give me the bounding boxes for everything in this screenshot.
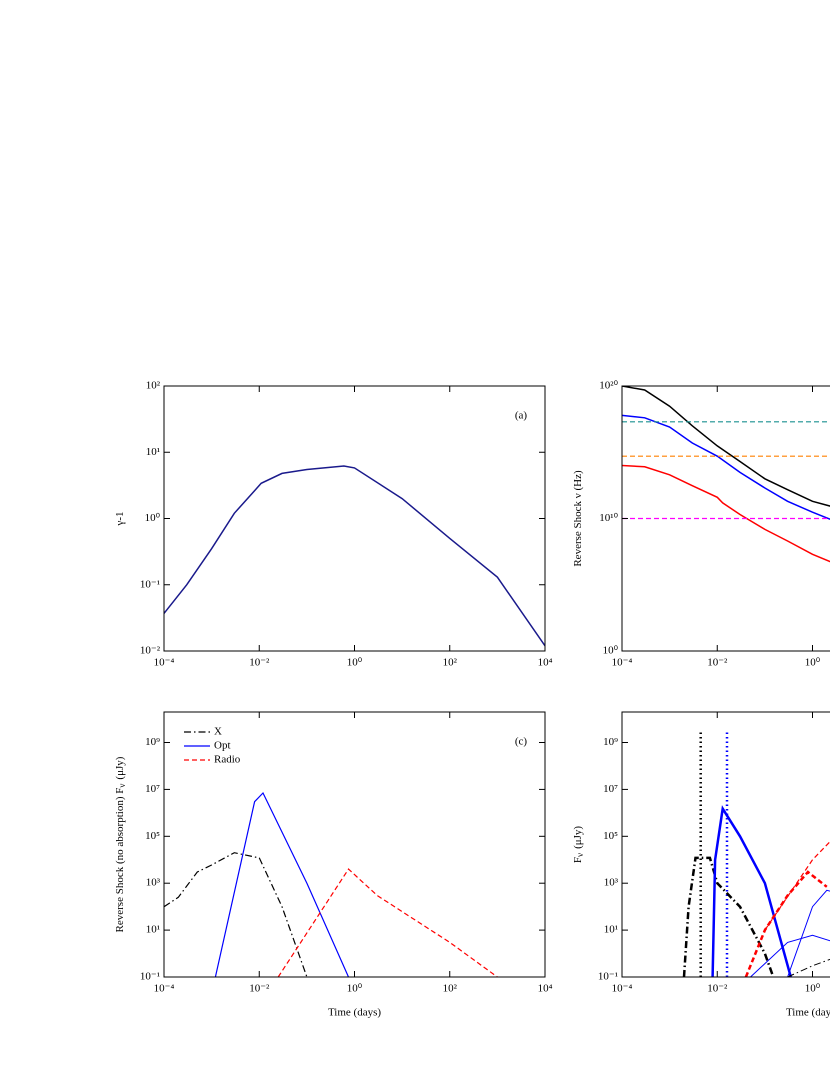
y-tick-label: 10⁵ bbox=[145, 830, 160, 842]
x-tick-label: 10⁰ bbox=[805, 657, 821, 669]
y-tick-label: 10⁹ bbox=[145, 736, 160, 748]
series-line bbox=[622, 386, 830, 507]
panel: 10⁻⁴ 10⁻² 10⁰ 10² 10⁴ 10⁻¹ 10¹ 10³ 10⁵ 10⁷ 10⁹ (c) T… bbox=[114, 711, 553, 1019]
y-tick-label: 10⁹ bbox=[603, 736, 618, 748]
y-tick-label: 10⁰ bbox=[603, 645, 619, 657]
y-tick-label: 10¹ bbox=[604, 924, 618, 936]
y-axis-title-text: Reverse Shock (no absorption) F bbox=[114, 788, 126, 933]
x-tick-label: 10⁻⁴ bbox=[612, 657, 633, 669]
y-tick-label: 10⁻¹ bbox=[140, 971, 160, 983]
panel-label: (a) bbox=[515, 410, 528, 422]
x-tick-label: 10⁻² bbox=[707, 983, 728, 995]
plot-frame bbox=[163, 385, 546, 652]
x-tick-label: 10² bbox=[443, 657, 458, 669]
y-axis-title-unit: (μJy) bbox=[572, 826, 584, 849]
panel: 10⁻⁴ 10⁻² 10⁰ 10⁰ 10¹⁰ 10²⁰ Reverse Shock ν (H… bbox=[572, 380, 830, 669]
y-tick-label: 10¹ bbox=[146, 446, 160, 458]
y-axis-title: γ-1 bbox=[114, 511, 126, 526]
x-tick-label: 10⁻² bbox=[249, 983, 270, 995]
y-axis-title-sub: ν bbox=[117, 784, 127, 788]
y-axis-title-sub: ν bbox=[575, 853, 585, 857]
y-tick-label: 10¹ bbox=[146, 924, 160, 936]
x-tick-label: 10⁰ bbox=[347, 657, 363, 669]
x-axis-title: Time (days) bbox=[786, 1007, 830, 1019]
series-line bbox=[750, 934, 830, 977]
y-axis-title-text: γ-1 bbox=[114, 511, 126, 526]
y-axis-title-text: F bbox=[572, 857, 584, 863]
x-tick-label: 10⁰ bbox=[347, 983, 363, 995]
series-line bbox=[787, 889, 830, 977]
y-tick-label: 10⁷ bbox=[145, 783, 160, 795]
y-tick-label: 10³ bbox=[146, 877, 161, 889]
series-line bbox=[214, 791, 350, 977]
y-tick-label: 10⁻¹ bbox=[598, 971, 618, 983]
x-tick-label: 10² bbox=[443, 983, 458, 995]
y-tick-label: 10⁻¹ bbox=[140, 578, 160, 590]
x-axis-title: Time (days) bbox=[328, 1007, 381, 1019]
y-tick-label: 10⁷ bbox=[603, 783, 618, 795]
y-tick-label: 10¹⁰ bbox=[599, 512, 618, 524]
panel-label: (c) bbox=[515, 736, 528, 748]
series-line bbox=[744, 870, 828, 977]
x-tick-label: 10⁻⁴ bbox=[154, 657, 175, 669]
y-tick-label: 10⁰ bbox=[145, 512, 161, 524]
y-tick-label: 10⁻² bbox=[140, 645, 161, 657]
series-line bbox=[164, 465, 545, 647]
y-tick-label: 10³ bbox=[604, 877, 619, 889]
series-line bbox=[622, 464, 830, 563]
x-tick-label: 10⁴ bbox=[538, 657, 553, 669]
series-line bbox=[164, 852, 308, 977]
series-line bbox=[277, 868, 498, 977]
legend-label: Radio bbox=[214, 754, 241, 766]
y-tick-label: 10⁵ bbox=[603, 830, 618, 842]
y-axis-title: Reverse Shock ν (Hz) bbox=[572, 470, 584, 567]
x-tick-label: 10⁻² bbox=[249, 657, 270, 669]
series-line bbox=[764, 840, 830, 931]
y-tick-label: 10² bbox=[146, 380, 161, 392]
y-tick-label: 10²⁰ bbox=[599, 380, 618, 392]
legend-label: Opt bbox=[214, 740, 231, 752]
series-line bbox=[682, 856, 775, 977]
plot-frame bbox=[163, 711, 546, 978]
x-tick-label: 10⁻² bbox=[707, 657, 728, 669]
x-tick-label: 10⁴ bbox=[538, 983, 553, 995]
y-axis-title: Reverse Shock (no absorption) Fν (μJy) bbox=[114, 756, 128, 932]
series-line bbox=[711, 805, 793, 977]
series-line bbox=[622, 414, 830, 521]
y-axis-title-unit: (μJy) bbox=[114, 756, 126, 779]
x-tick-label: 10⁻⁴ bbox=[154, 983, 175, 995]
y-axis-title-text: Reverse Shock ν (Hz) bbox=[572, 470, 584, 567]
series-line bbox=[787, 958, 830, 977]
legend-label: X bbox=[214, 726, 222, 738]
x-tick-label: 10⁰ bbox=[805, 983, 821, 995]
y-axis-title: Fν (μJy) bbox=[572, 826, 586, 864]
x-tick-label: 10⁻⁴ bbox=[612, 983, 633, 995]
panel: 10⁻⁴ 10⁻² 10⁰ 10⁻¹ 10¹ 10³ 10⁵ 10⁷ 10⁹ Time (days… bbox=[572, 711, 830, 1019]
